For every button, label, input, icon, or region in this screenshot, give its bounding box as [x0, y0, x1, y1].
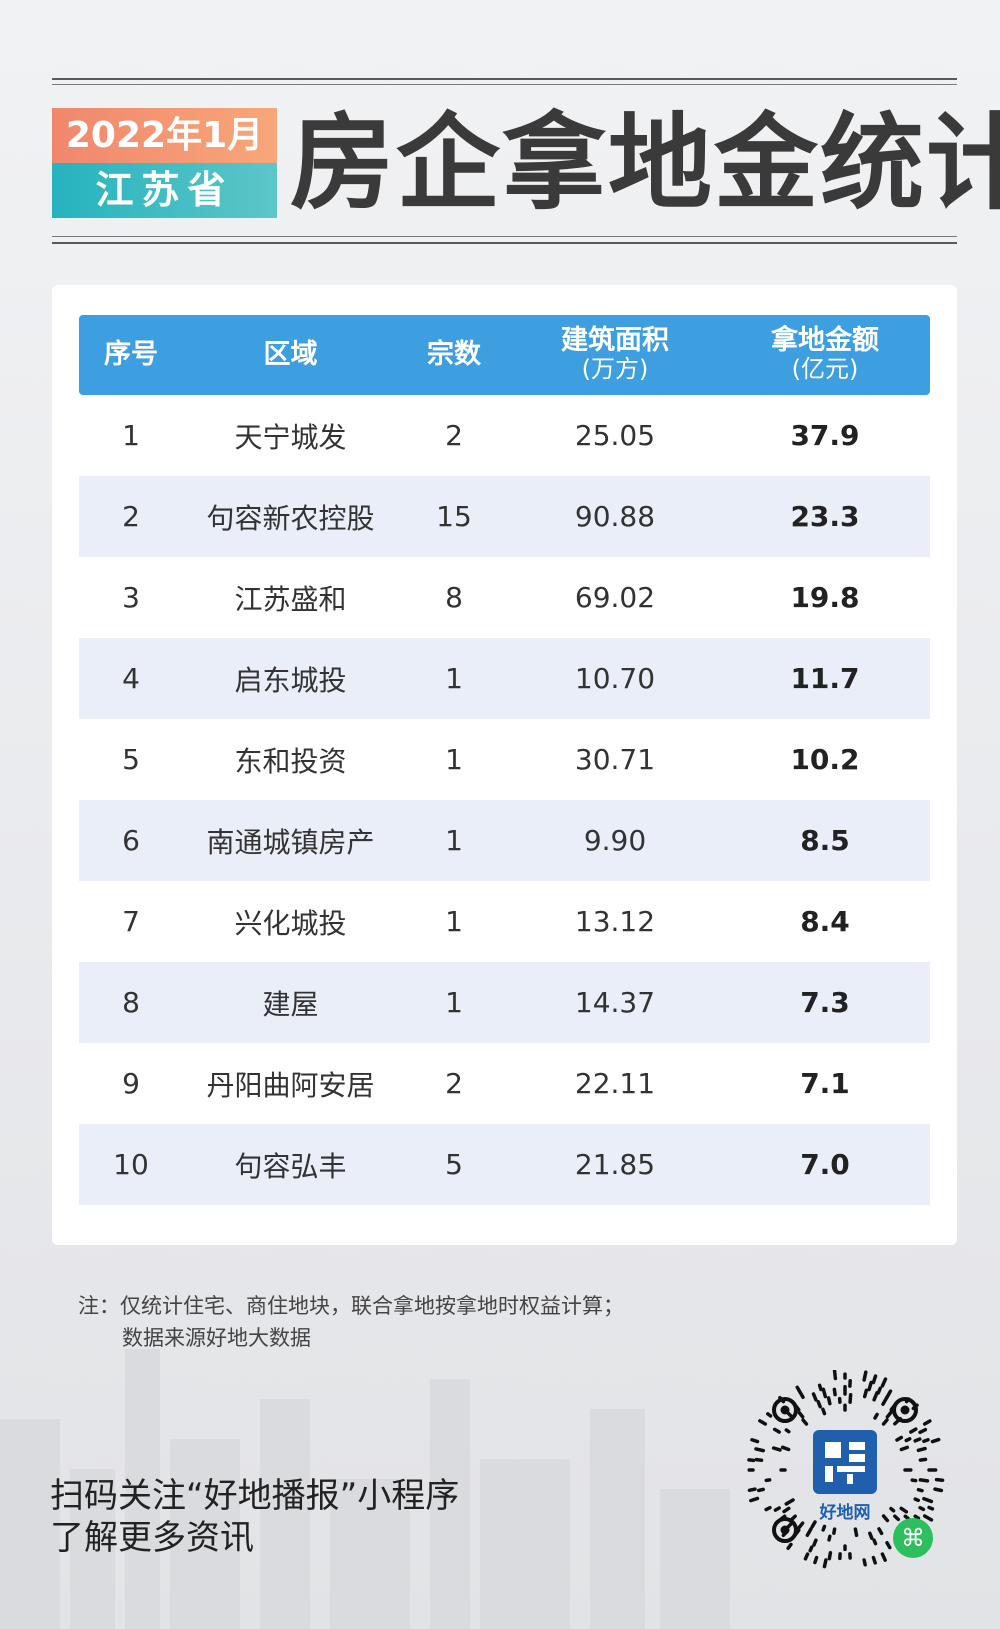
page-header: 2022年1月 江苏省 房企拿地金统计	[52, 78, 1000, 246]
area-cell: 21.85	[510, 1124, 720, 1205]
cta-line-1: 扫码关注“好地播报”小程序	[50, 1476, 460, 1516]
count-cell: 2	[445, 1067, 463, 1100]
rank-cell: 7	[122, 905, 140, 938]
area-cell: 22.11	[574, 1067, 656, 1100]
table-header-row: 序号 区域 宗数 建筑面积 (万方) 拿地金额 (亿元)	[79, 315, 930, 395]
rank-cell: 3	[122, 581, 140, 614]
rank-cell: 9	[122, 1067, 140, 1100]
table-row: 3 江苏盛和 8 69.02 19.8	[79, 557, 930, 638]
column-header: 拿地金额 (亿元)	[720, 315, 930, 395]
table-row: 7 兴化城投 1 13.12 8.4	[79, 881, 930, 962]
area-cell: 69.02	[574, 581, 656, 614]
column-header-unit: (万方)	[581, 355, 649, 383]
amount-cell: 7.0	[720, 1124, 930, 1205]
header-top-rule-thin	[52, 84, 957, 85]
company-cell: 句容弘丰	[183, 1124, 398, 1205]
area-cell: 30.71	[574, 743, 656, 776]
qr-pattern	[747, 1368, 945, 1569]
amount-cell: 23.3	[720, 476, 930, 557]
company-cell: 启东城投	[183, 638, 398, 719]
table-body: 1 天宁城发 2 25.05 37.9 2 句容新农控股 15 90.88 23.3 3 江苏盛和 8 6…	[79, 395, 930, 1205]
column-header: 区域	[183, 315, 398, 395]
rank-cell: 6	[79, 800, 183, 881]
ranking-card: 序号 区域 宗数 建筑面积 (万方) 拿地金额 (亿元) 1 天宁城发 2 25.05 37.9 2 句…	[52, 285, 957, 1245]
company-cell: 丹阳曲阿安居	[206, 1068, 375, 1102]
rank-cell: 10	[79, 1124, 183, 1205]
amount-cell: 11.7	[720, 638, 930, 719]
column-header-label: 序号	[104, 339, 158, 370]
column-header-label: 区域	[263, 339, 318, 370]
table-row: 8 建屋 1 14.37 7.3	[79, 962, 930, 1043]
area-cell: 9.90	[510, 800, 720, 881]
header-top-rule	[52, 78, 957, 80]
area-cell: 10.70	[510, 638, 720, 719]
table-row: 4 启东城投 1 10.70 11.7	[79, 638, 930, 719]
company-cell: 建屋	[183, 962, 398, 1043]
keyland-logo-icon	[813, 1430, 877, 1494]
company-cell: 兴化城投	[234, 906, 347, 940]
company-cell: 句容新农控股	[183, 476, 398, 557]
area-cell: 90.88	[510, 476, 720, 557]
column-header: 宗数	[398, 315, 510, 395]
column-header-unit: (亿元)	[791, 355, 859, 383]
table-row: 5 东和投资 1 30.71 10.2	[79, 719, 930, 800]
amount-cell: 7.1	[800, 1067, 850, 1100]
qr-logo-text: 好地网	[819, 1503, 871, 1523]
rank-cell: 1	[122, 419, 140, 452]
count-cell: 2	[445, 419, 463, 452]
area-cell: 13.12	[574, 905, 656, 938]
ranking-table: 序号 区域 宗数 建筑面积 (万方) 拿地金额 (亿元) 1 天宁城发 2 25.05 37.9 2 句…	[79, 315, 930, 1205]
table-row: 6 南通城镇房产 1 9.90 8.5	[79, 800, 930, 881]
company-cell: 南通城镇房产	[183, 800, 398, 881]
column-header-label: 拿地金额	[771, 325, 879, 356]
table-row: 9 丹阳曲阿安居 2 22.11 7.1	[79, 1043, 930, 1124]
column-header-label: 建筑面积	[561, 325, 669, 356]
count-cell: 1	[398, 638, 510, 719]
count-cell: 1	[398, 800, 510, 881]
table-row: 1 天宁城发 2 25.05 37.9	[79, 395, 930, 476]
mini-program-qr-code[interactable]: 好地网 ⌘	[745, 1368, 945, 1570]
area-cell: 14.37	[510, 962, 720, 1043]
header-bottom-rule	[52, 242, 957, 244]
footnote-line-1: 注：仅统计住宅、商住地块，联合拿地按拿地时权益计算；	[78, 1294, 624, 1318]
count-cell: 15	[398, 476, 510, 557]
amount-cell: 37.9	[790, 419, 860, 452]
call-to-action: 扫码关注“好地播报”小程序 了解更多资讯	[50, 1475, 459, 1559]
amount-cell: 8.5	[720, 800, 930, 881]
date-region-badge: 2022年1月 江苏省	[52, 108, 277, 218]
rank-cell: 4	[79, 638, 183, 719]
count-cell: 5	[398, 1124, 510, 1205]
rank-cell: 8	[79, 962, 183, 1043]
count-cell: 1	[445, 743, 463, 776]
footnote-line-2: 数据来源好地大数据	[122, 1326, 311, 1350]
count-cell: 1	[445, 905, 463, 938]
cta-line-2: 了解更多资讯	[50, 1518, 254, 1558]
page-title: 房企拿地金统计	[290, 102, 1000, 224]
column-header: 序号	[79, 315, 183, 395]
header-bottom-rule-thin	[52, 236, 957, 237]
region-label: 江苏省	[52, 163, 277, 218]
company-cell: 江苏盛和	[234, 582, 347, 616]
table-row: 10 句容弘丰 5 21.85 7.0	[79, 1124, 930, 1205]
miniprogram-icon: ⌘	[893, 1518, 933, 1558]
column-header-label: 宗数	[427, 339, 481, 370]
amount-cell: 7.3	[720, 962, 930, 1043]
company-cell: 东和投资	[234, 744, 347, 778]
rank-cell: 2	[79, 476, 183, 557]
column-header: 建筑面积 (万方)	[510, 315, 720, 395]
amount-cell: 10.2	[790, 743, 860, 776]
count-cell: 8	[445, 581, 463, 614]
area-cell: 25.05	[574, 419, 656, 452]
count-cell: 1	[398, 962, 510, 1043]
amount-cell: 8.4	[800, 905, 850, 938]
date-label: 2022年1月	[52, 108, 277, 163]
table-row: 2 句容新农控股 15 90.88 23.3	[79, 476, 930, 557]
footnote: 注：仅统计住宅、商住地块，联合拿地按拿地时权益计算； 数据来源好地大数据	[78, 1290, 624, 1354]
rank-cell: 5	[122, 743, 140, 776]
amount-cell: 19.8	[790, 581, 860, 614]
company-cell: 天宁城发	[234, 420, 347, 454]
